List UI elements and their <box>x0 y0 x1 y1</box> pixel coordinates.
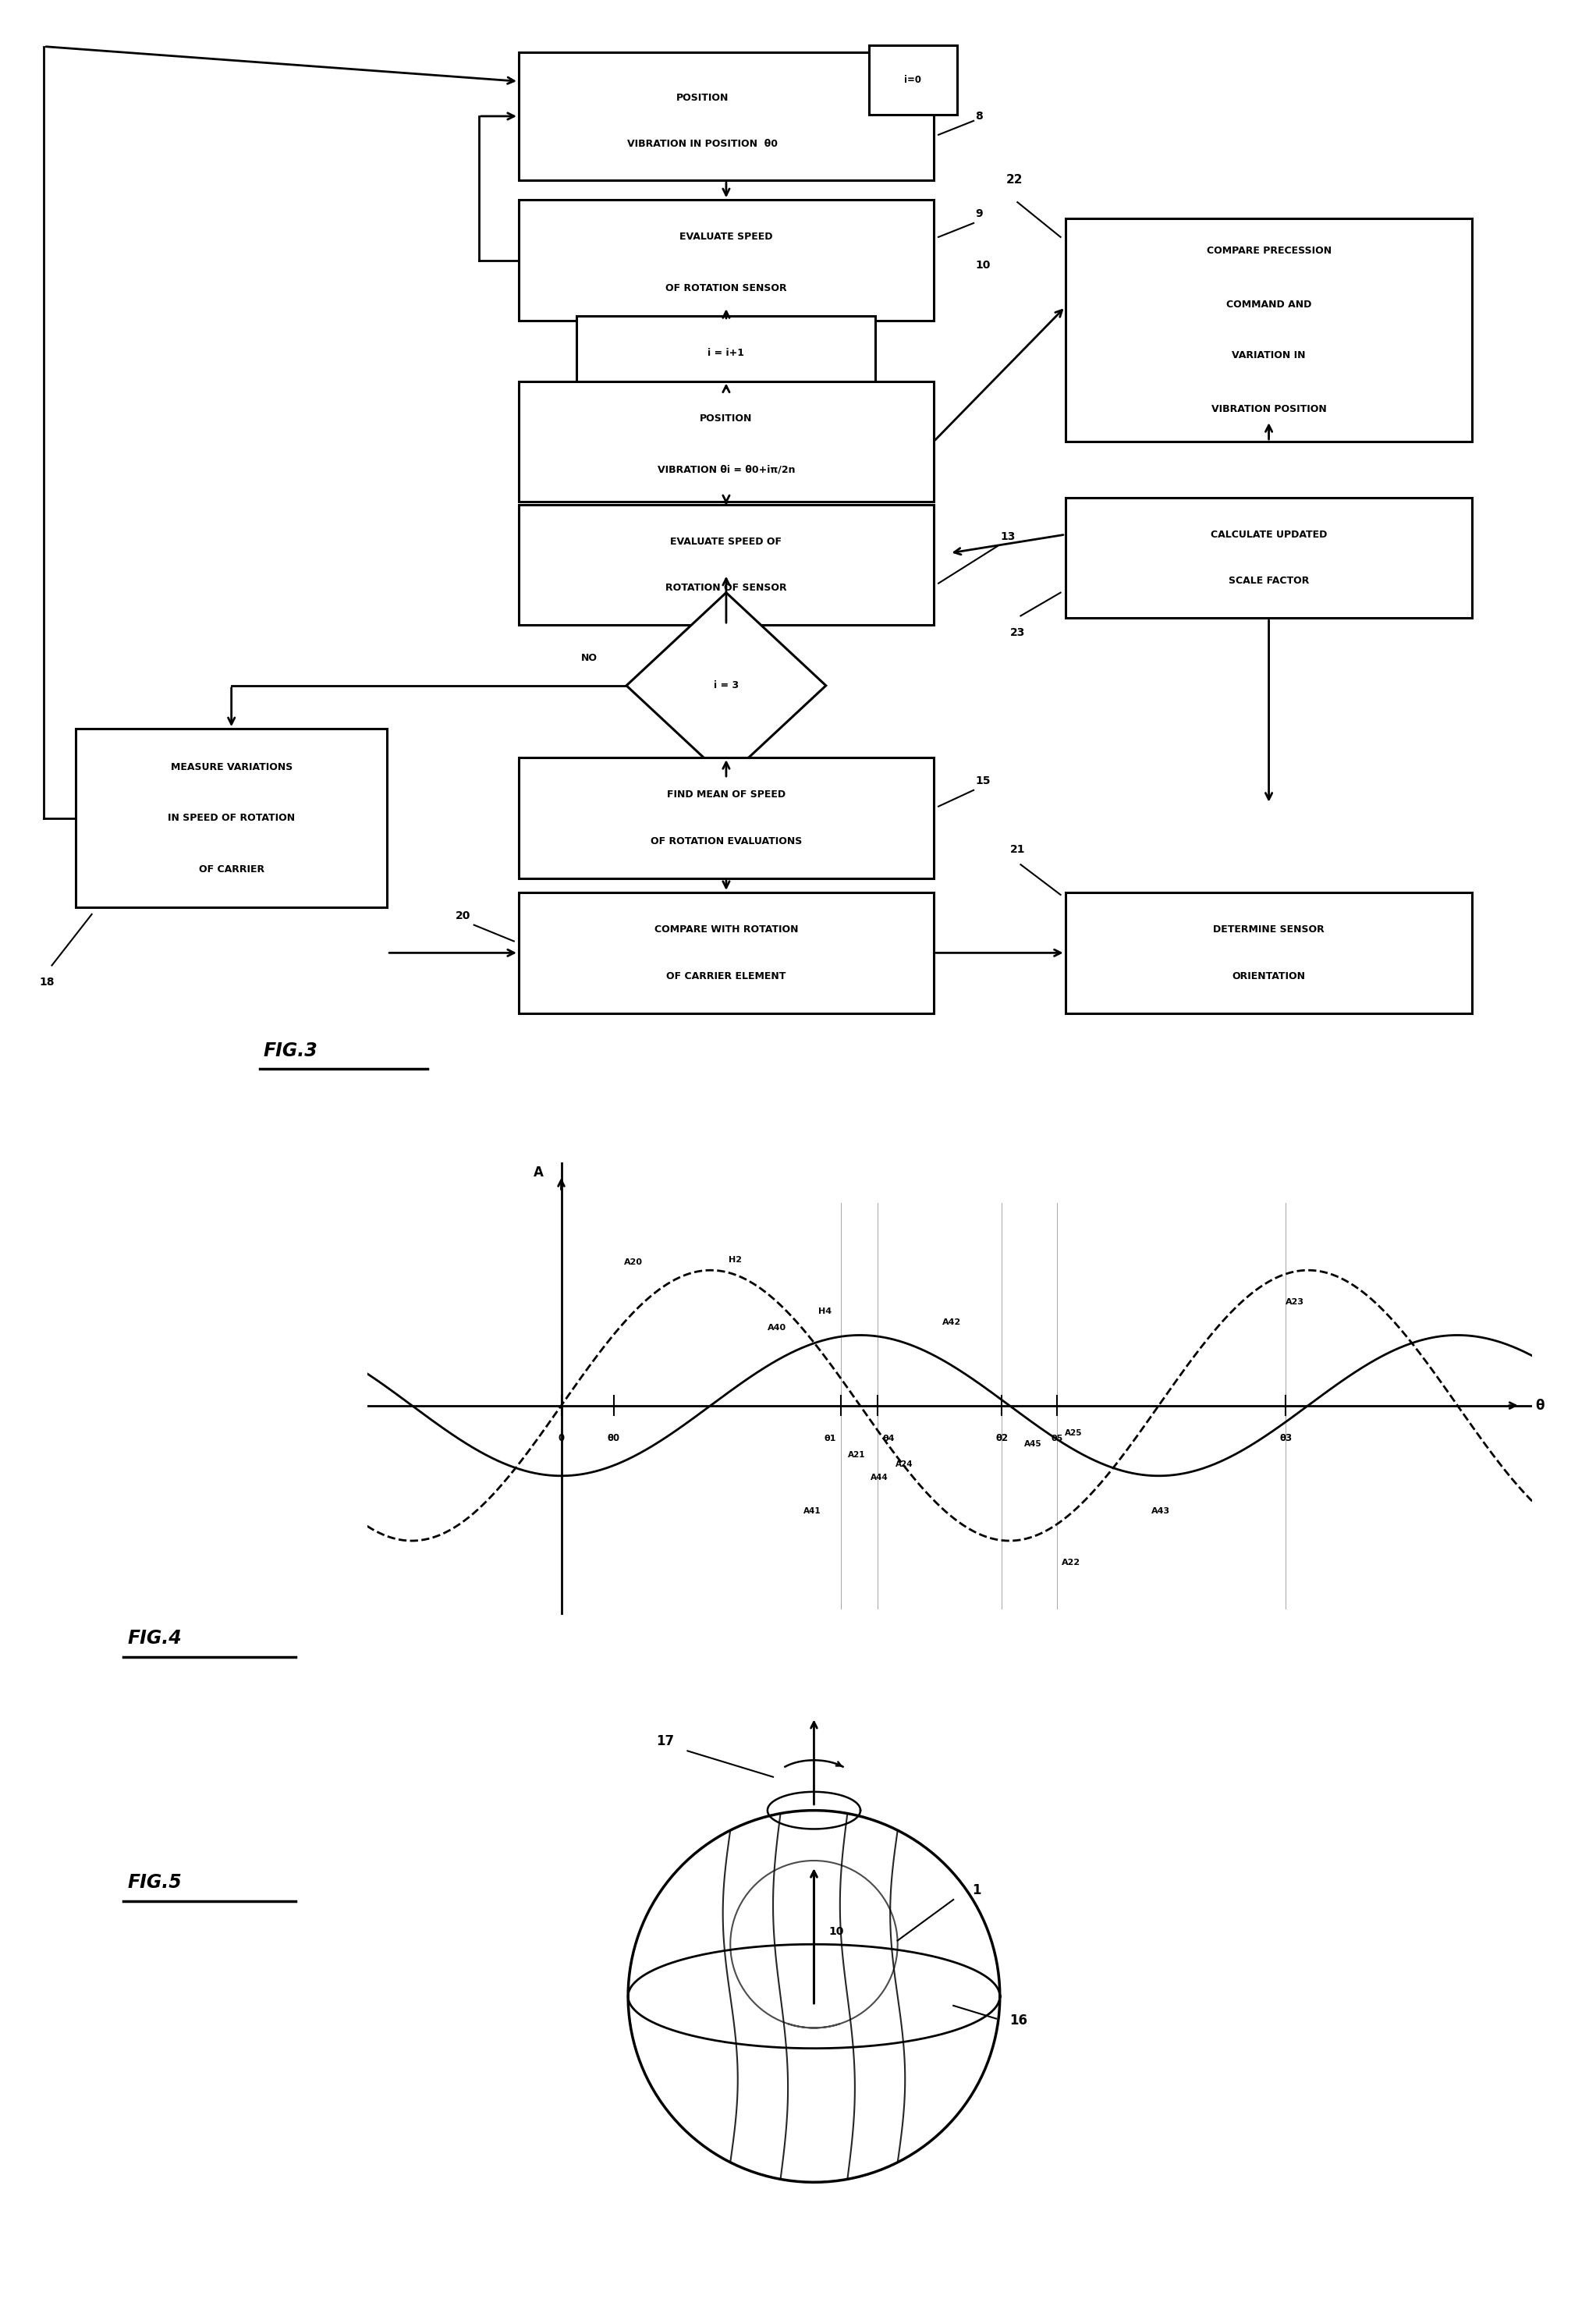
Text: 21: 21 <box>1010 844 1025 855</box>
Bar <box>519 892 934 1013</box>
Text: ORIENTATION: ORIENTATION <box>1232 971 1306 981</box>
Text: OF CARRIER ELEMENT: OF CARRIER ELEMENT <box>667 971 785 981</box>
Text: VIBRATION IN POSITION  θ0: VIBRATION IN POSITION θ0 <box>627 139 777 149</box>
Text: 15: 15 <box>975 776 991 786</box>
Text: i = 3: i = 3 <box>713 681 739 690</box>
Bar <box>868 44 958 114</box>
Text: COMPARE PRECESSION: COMPARE PRECESSION <box>1207 246 1331 256</box>
Text: θ5: θ5 <box>1052 1434 1063 1443</box>
Text: COMPARE WITH ROTATION: COMPARE WITH ROTATION <box>654 925 798 934</box>
Bar <box>519 504 934 625</box>
Text: A20: A20 <box>624 1260 643 1267</box>
Text: CALCULATE UPDATED: CALCULATE UPDATED <box>1210 530 1328 539</box>
Text: 23: 23 <box>1010 627 1025 639</box>
Text: VIBRATION θi = θ0+iπ/2n: VIBRATION θi = θ0+iπ/2n <box>658 465 795 474</box>
Text: 9: 9 <box>975 209 983 218</box>
Text: NO: NO <box>581 653 597 662</box>
Bar <box>519 51 934 181</box>
Text: A44: A44 <box>870 1473 889 1480</box>
Text: A41: A41 <box>803 1508 820 1515</box>
Text: 8: 8 <box>975 112 983 121</box>
Text: 13: 13 <box>1001 532 1015 541</box>
Text: θ1: θ1 <box>824 1434 836 1443</box>
Bar <box>519 200 934 321</box>
Text: FIG.4: FIG.4 <box>128 1629 182 1648</box>
Text: A40: A40 <box>768 1322 787 1332</box>
Text: A45: A45 <box>1025 1441 1042 1448</box>
Text: 20: 20 <box>456 911 471 920</box>
Text: YES: YES <box>729 820 749 830</box>
Text: H2: H2 <box>728 1255 742 1264</box>
Text: θ2: θ2 <box>996 1434 1009 1443</box>
Text: 0: 0 <box>559 1434 565 1443</box>
Text: POSITION: POSITION <box>701 414 752 423</box>
Text: 16: 16 <box>1009 2013 1028 2027</box>
Text: A42: A42 <box>942 1318 961 1327</box>
Bar <box>576 316 876 390</box>
Text: ROTATION OF SENSOR: ROTATION OF SENSOR <box>666 583 787 593</box>
Text: A24: A24 <box>895 1459 913 1469</box>
Text: A: A <box>533 1167 543 1181</box>
Bar <box>1066 497 1472 618</box>
Text: A22: A22 <box>1061 1559 1080 1566</box>
Text: OF ROTATION EVALUATIONS: OF ROTATION EVALUATIONS <box>651 837 801 846</box>
Text: EVALUATE SPEED: EVALUATE SPEED <box>680 232 772 242</box>
Polygon shape <box>626 593 827 779</box>
Text: FIND MEAN OF SPEED: FIND MEAN OF SPEED <box>667 790 785 799</box>
Bar <box>1066 892 1472 1013</box>
Text: H4: H4 <box>819 1308 832 1315</box>
Text: 1: 1 <box>972 1882 982 1896</box>
Text: VARIATION IN: VARIATION IN <box>1232 351 1306 360</box>
Text: VIBRATION POSITION: VIBRATION POSITION <box>1211 404 1326 414</box>
Text: A25: A25 <box>1065 1429 1082 1436</box>
Text: θ: θ <box>1535 1399 1543 1413</box>
Text: 17: 17 <box>656 1734 674 1748</box>
Text: IN SPEED OF ROTATION: IN SPEED OF ROTATION <box>168 813 295 823</box>
Text: 10: 10 <box>975 260 990 270</box>
Text: θ0: θ0 <box>606 1434 619 1443</box>
Text: SCALE FACTOR: SCALE FACTOR <box>1229 576 1309 586</box>
Text: 22: 22 <box>1005 174 1023 186</box>
Text: OF CARRIER: OF CARRIER <box>198 865 265 874</box>
Bar <box>1066 218 1472 442</box>
Text: i = i+1: i = i+1 <box>709 349 744 358</box>
Text: COMMAND AND: COMMAND AND <box>1226 300 1312 309</box>
Bar <box>519 758 934 878</box>
Text: θ3: θ3 <box>1280 1434 1293 1443</box>
Bar <box>519 381 934 502</box>
Text: A23: A23 <box>1286 1297 1304 1306</box>
Text: FIG.3: FIG.3 <box>263 1041 318 1060</box>
Text: θ4: θ4 <box>883 1434 894 1443</box>
Text: A43: A43 <box>1151 1508 1170 1515</box>
Text: DETERMINE SENSOR: DETERMINE SENSOR <box>1213 925 1325 934</box>
Text: i=0: i=0 <box>905 74 921 86</box>
Text: 18: 18 <box>40 976 54 988</box>
Text: A21: A21 <box>847 1450 865 1459</box>
Text: MEASURE VARIATIONS: MEASURE VARIATIONS <box>171 762 292 772</box>
Bar <box>75 730 386 906</box>
Text: 10: 10 <box>828 1927 844 1936</box>
Text: OF ROTATION SENSOR: OF ROTATION SENSOR <box>666 284 787 293</box>
Text: EVALUATE SPEED OF: EVALUATE SPEED OF <box>670 537 782 546</box>
Text: POSITION: POSITION <box>677 93 728 102</box>
Text: FIG.5: FIG.5 <box>128 1873 182 1892</box>
